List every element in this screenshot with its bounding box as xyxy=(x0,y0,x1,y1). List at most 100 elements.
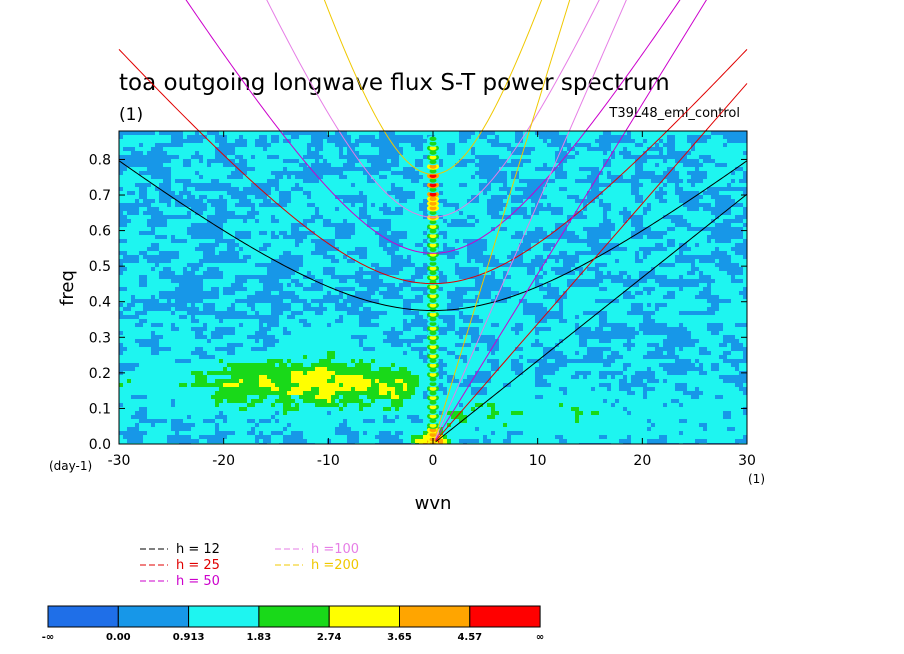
field-cell xyxy=(491,195,496,200)
field-cell xyxy=(383,203,388,208)
field-cell xyxy=(331,139,336,144)
field-cell xyxy=(139,183,144,188)
field-cell xyxy=(143,135,148,140)
field-cell xyxy=(463,199,468,204)
field-cell xyxy=(459,203,464,208)
field-cell xyxy=(703,183,708,188)
field-cell xyxy=(631,191,636,196)
field-cell xyxy=(587,163,592,168)
field-cell xyxy=(659,227,664,232)
field-cell xyxy=(515,215,520,220)
field-cell xyxy=(567,179,572,184)
field-cell xyxy=(143,171,148,176)
field-cell xyxy=(443,167,448,172)
field-cell xyxy=(383,255,388,260)
field-cell xyxy=(663,227,668,232)
field-cell xyxy=(491,203,496,208)
field-cell xyxy=(219,207,224,212)
field-cell xyxy=(731,219,736,224)
field-cell xyxy=(367,151,372,156)
field-cell xyxy=(603,195,608,200)
field-cell xyxy=(551,211,556,216)
field-cell xyxy=(587,175,592,180)
field-cell xyxy=(379,139,384,144)
field-cell xyxy=(267,251,272,256)
field-cell xyxy=(271,171,276,176)
field-cell xyxy=(151,187,156,192)
field-cell xyxy=(395,159,400,164)
field-cell xyxy=(203,215,208,220)
field-cell xyxy=(195,243,200,248)
field-cell xyxy=(627,199,632,204)
field-cell xyxy=(635,187,640,192)
field-cell xyxy=(167,163,172,168)
field-cell xyxy=(583,247,588,252)
field-cell xyxy=(667,239,672,244)
field-cell xyxy=(339,187,344,192)
field-cell xyxy=(535,143,540,148)
field-cell xyxy=(723,223,728,228)
field-cell xyxy=(259,247,264,252)
field-cell xyxy=(147,159,152,164)
field-cell xyxy=(603,255,608,260)
field-cell xyxy=(439,179,444,184)
field-cell xyxy=(495,207,500,212)
field-cell xyxy=(395,167,400,172)
field-cell xyxy=(151,199,156,204)
field-cell xyxy=(635,203,640,208)
field-cell xyxy=(459,167,464,172)
field-cell xyxy=(675,207,680,212)
field-cell xyxy=(559,135,564,140)
field-cell xyxy=(683,227,688,232)
field-cell xyxy=(171,155,176,160)
field-cell xyxy=(251,215,256,220)
field-cell xyxy=(567,131,572,136)
field-cell xyxy=(567,223,572,228)
field-cell xyxy=(639,199,644,204)
field-cell xyxy=(579,203,584,208)
field-cell xyxy=(515,175,520,180)
field-cell xyxy=(343,211,348,216)
field-cell xyxy=(711,227,716,232)
field-cell xyxy=(287,187,292,192)
field-cell xyxy=(139,231,144,236)
field-cell xyxy=(375,143,380,148)
field-cell xyxy=(415,243,420,248)
field-cell xyxy=(467,143,472,148)
field-cell xyxy=(407,239,412,244)
field-cell xyxy=(695,179,700,184)
field-cell xyxy=(235,147,240,152)
field-cell xyxy=(351,159,356,164)
field-cell xyxy=(643,159,648,164)
field-cell xyxy=(631,211,636,216)
field-cell xyxy=(643,251,648,256)
field-cell xyxy=(535,235,540,240)
field-cell xyxy=(187,139,192,144)
field-cell xyxy=(323,155,328,160)
field-cell xyxy=(223,143,228,148)
field-cell xyxy=(423,163,428,168)
field-cell xyxy=(675,183,680,188)
field-cell xyxy=(231,243,236,248)
field-cell xyxy=(403,231,408,236)
field-cell xyxy=(639,155,644,160)
field-cell xyxy=(387,211,392,216)
field-cell xyxy=(283,179,288,184)
field-cell xyxy=(487,191,492,196)
field-cell xyxy=(639,187,644,192)
field-cell xyxy=(663,143,668,148)
field-cell xyxy=(707,139,712,144)
field-cell xyxy=(487,231,492,236)
field-cell xyxy=(499,163,504,168)
field-cell xyxy=(627,135,632,140)
field-cell xyxy=(599,251,604,256)
field-cell xyxy=(239,227,244,232)
field-cell xyxy=(207,167,212,172)
field-cell xyxy=(567,239,572,244)
field-cell xyxy=(527,187,532,192)
field-cell xyxy=(447,227,452,232)
field-cell xyxy=(647,163,652,168)
field-cell xyxy=(271,239,276,244)
field-cell xyxy=(315,203,320,208)
field-cell xyxy=(347,251,352,256)
